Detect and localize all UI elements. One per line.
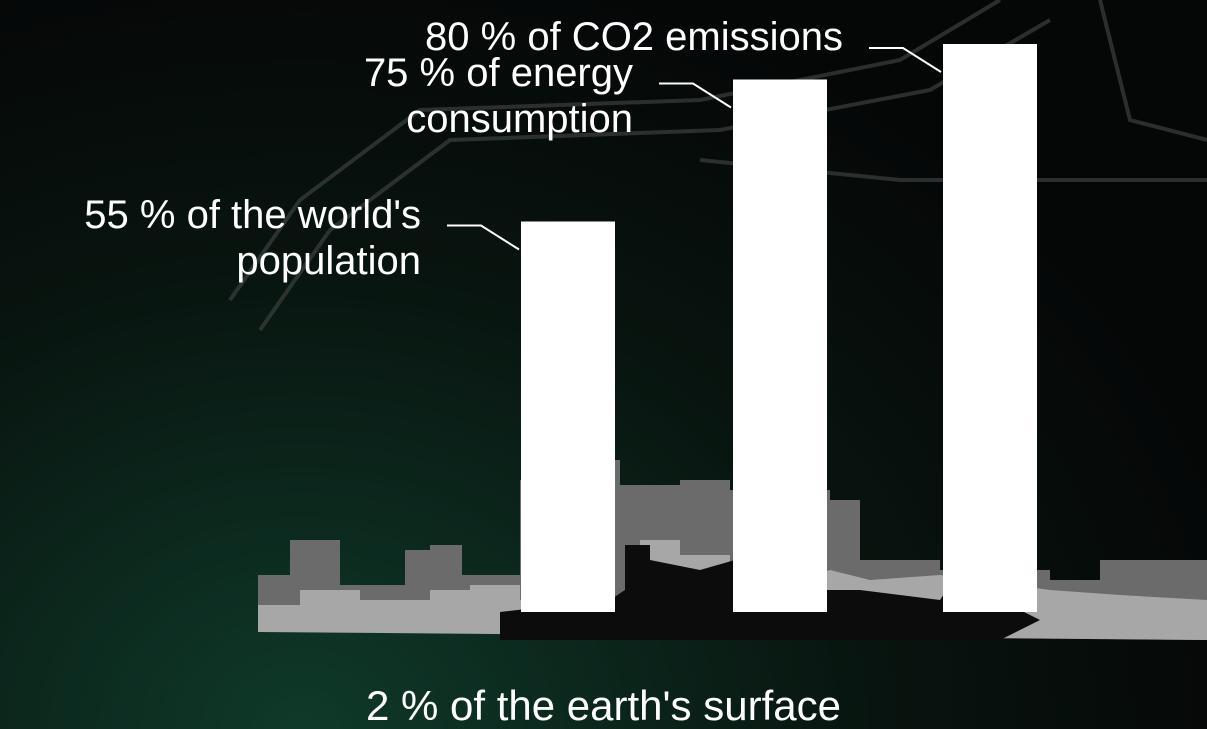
leader-line xyxy=(447,224,520,251)
skyline xyxy=(258,460,1207,640)
value-label: 80 % of CO2 emissions xyxy=(425,15,843,59)
bar xyxy=(943,44,1037,612)
leader-line xyxy=(869,47,942,73)
bar xyxy=(521,221,615,612)
bars xyxy=(447,44,1037,612)
annotation: 2 % of the earth's surface xyxy=(366,682,841,729)
leader-line xyxy=(659,82,732,109)
value-label: 55 % of the world's population xyxy=(84,192,421,283)
value-label: 75 % of energy consumption xyxy=(363,50,633,141)
bar xyxy=(733,79,827,612)
